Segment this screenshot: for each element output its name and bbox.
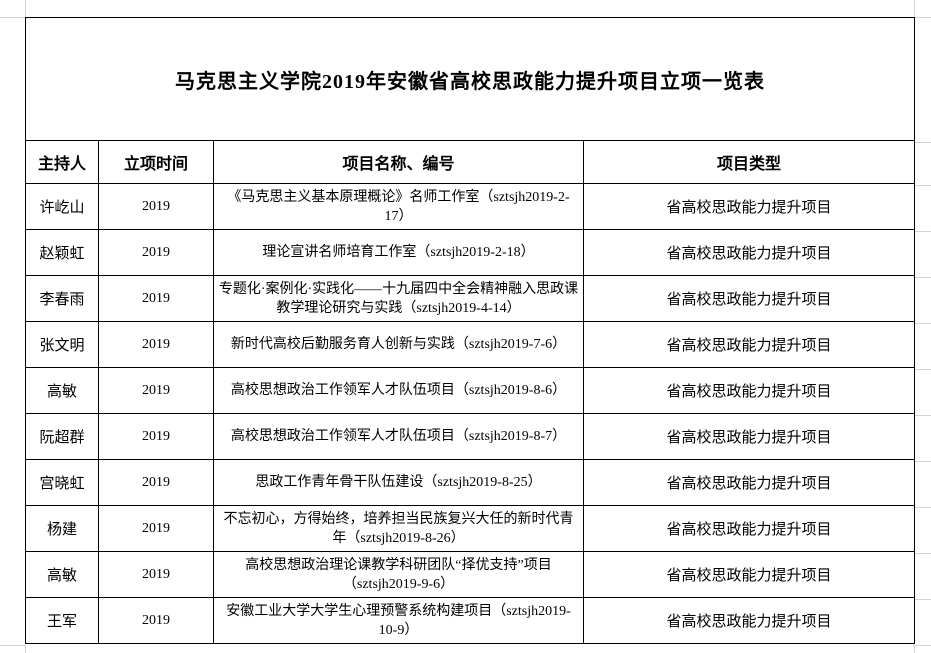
table-row: 张文明 2019 新时代高校后勤服务育人创新与实践（sztsjh2019-7-6… [25,321,915,368]
table-row: 许屹山 2019 《马克思主义基本原理概论》名师工作室（sztsjh2019-2… [25,183,915,230]
type-cell: 省高校思政能力提升项目 [583,551,915,598]
host-cell: 阮超群 [25,413,99,460]
table-row: 阮超群 2019 高校思想政治工作领军人才队伍项目（sztsjh2019-8-7… [25,413,915,460]
table-row: 李春雨 2019 专题化·案例化·实践化——十九届四中全会精神融入思政课教学理论… [25,275,915,322]
type-cell: 省高校思政能力提升项目 [583,321,915,368]
header-host: 主持人 [25,140,99,184]
table-row: 杨建 2019 不忘初心，方得始终，培养担当民族复兴大任的新时代青年（sztsj… [25,505,915,552]
project-cell: 高校思想政治理论课教学科研团队“择优支持”项目（sztsjh2019-9-6） [213,551,584,598]
gridline-stub [913,323,931,324]
gridline-stub [913,553,931,554]
type-cell: 省高校思政能力提升项目 [583,183,915,230]
host-cell: 许屹山 [25,183,99,230]
project-cell: 思政工作青年骨干队伍建设（sztsjh2019-8-25） [213,459,584,506]
table-row: 王军 2019 安徽工业大学大学生心理预警系统构建项目（sztsjh2019-1… [25,597,915,644]
project-cell: 安徽工业大学大学生心理预警系统构建项目（sztsjh2019-10-9） [213,597,584,644]
header-project-name-number: 项目名称、编号 [213,140,584,184]
gridline-stub [913,17,931,18]
project-cell: 专题化·案例化·实践化——十九届四中全会精神融入思政课教学理论研究与实践（szt… [213,275,584,322]
host-cell: 张文明 [25,321,99,368]
gridline-stub [913,142,931,143]
host-cell: 李春雨 [25,275,99,322]
type-cell: 省高校思政能力提升项目 [583,459,915,506]
gridline-stub [913,599,931,600]
year-cell: 2019 [98,459,214,506]
gridline-stub [914,645,915,653]
year-cell: 2019 [98,183,214,230]
type-cell: 省高校思政能力提升项目 [583,229,915,276]
year-cell: 2019 [98,321,214,368]
type-cell: 省高校思政能力提升项目 [583,597,915,644]
host-cell: 高敏 [25,367,99,414]
project-approval-table: 马克思主义学院2019年安徽省高校思政能力提升项目立项一览表 主持人 立项时间 … [25,17,915,644]
year-cell: 2019 [98,551,214,598]
year-cell: 2019 [98,505,214,552]
host-cell: 王军 [25,597,99,644]
table-row: 赵颖虹 2019 理论宣讲名师培育工作室（sztsjh2019-2-18） 省高… [25,229,915,276]
project-cell: 新时代高校后勤服务育人创新与实践（sztsjh2019-7-6） [213,321,584,368]
project-cell: 理论宣讲名师培育工作室（sztsjh2019-2-18） [213,229,584,276]
year-cell: 2019 [98,597,214,644]
gridline-stub [913,231,931,232]
gridline-stub [25,0,26,17]
header-approval-time: 立项时间 [98,140,214,184]
header-row: 主持人 立项时间 项目名称、编号 项目类型 [25,140,915,184]
host-cell: 杨建 [25,505,99,552]
year-cell: 2019 [98,367,214,414]
gridline-stub [914,0,915,17]
project-cell: 高校思想政治工作领军人才队伍项目（sztsjh2019-8-7） [213,413,584,460]
table-row: 高敏 2019 高校思想政治工作领军人才队伍项目（sztsjh2019-8-6）… [25,367,915,414]
project-cell: 高校思想政治工作领军人才队伍项目（sztsjh2019-8-6） [213,367,584,414]
host-cell: 高敏 [25,551,99,598]
gridline-stub [913,461,931,462]
gridline-stub [913,645,931,646]
host-cell: 宫晓虹 [25,459,99,506]
year-cell: 2019 [98,275,214,322]
header-project-type: 项目类型 [583,140,915,184]
title-row: 马克思主义学院2019年安徽省高校思政能力提升项目立项一览表 [25,17,915,141]
year-cell: 2019 [98,229,214,276]
gridline-stub [913,369,931,370]
project-cell: 不忘初心，方得始终，培养担当民族复兴大任的新时代青年（sztsjh2019-8-… [213,505,584,552]
gridline-stub [913,415,931,416]
project-cell: 《马克思主义基本原理概论》名师工作室（sztsjh2019-2-17） [213,183,584,230]
type-cell: 省高校思政能力提升项目 [583,413,915,460]
host-cell: 赵颖虹 [25,229,99,276]
type-cell: 省高校思政能力提升项目 [583,275,915,322]
table-row: 宫晓虹 2019 思政工作青年骨干队伍建设（sztsjh2019-8-25） 省… [25,459,915,506]
year-cell: 2019 [98,413,214,460]
gridline-stub [0,17,26,18]
gridline-stub [913,277,931,278]
gridline-stub [25,645,26,653]
gridline-stub [913,185,931,186]
table-row: 高敏 2019 高校思想政治理论课教学科研团队“择优支持”项目（sztsjh20… [25,551,915,598]
gridline-stub [913,507,931,508]
gridline-stub [0,645,26,646]
type-cell: 省高校思政能力提升项目 [583,367,915,414]
type-cell: 省高校思政能力提升项目 [583,505,915,552]
table-title: 马克思主义学院2019年安徽省高校思政能力提升项目立项一览表 [25,17,915,141]
